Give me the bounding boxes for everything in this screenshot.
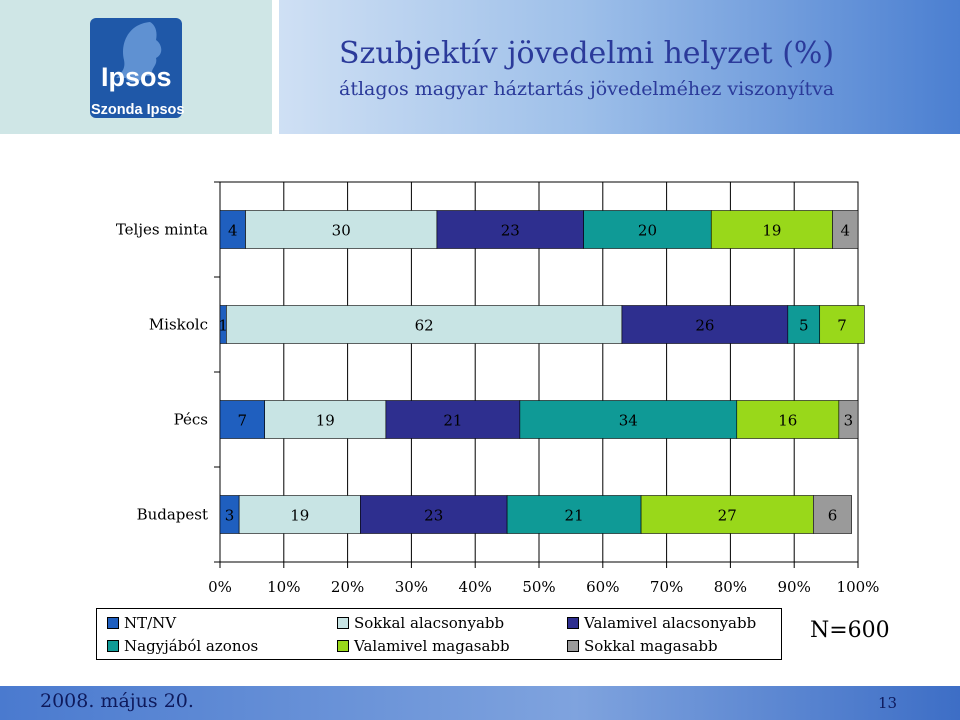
x-tick-label: 60% [586, 578, 619, 596]
y-category-label: Budapest [137, 506, 208, 524]
data-label: 19 [762, 222, 781, 240]
data-label: 34 [619, 412, 638, 430]
legend-label: Valamivel alacsonyabb [584, 614, 757, 632]
data-label: 6 [828, 507, 838, 525]
data-label: 19 [316, 412, 335, 430]
legend-item: Nagyjából azonos [107, 637, 258, 657]
logo-panel: Ipsos Szonda Ipsos [0, 0, 272, 134]
logo-face-icon [116, 22, 162, 83]
data-label: 7 [837, 317, 847, 335]
bar-segment [621, 305, 789, 344]
legend-label: NT/NV [124, 614, 177, 632]
data-label: 23 [501, 222, 520, 240]
ipsos-logo: Ipsos Szonda Ipsos [90, 18, 184, 118]
bar-segment [245, 210, 438, 249]
data-label: 20 [638, 222, 657, 240]
bar-segment [710, 210, 833, 249]
x-tick-label: 70% [650, 578, 683, 596]
bar-segment [519, 400, 738, 439]
y-category-label: Pécs [174, 411, 208, 429]
legend-swatch [567, 639, 579, 652]
legend-swatch [107, 616, 119, 629]
bar-segment [264, 400, 387, 439]
data-label: 21 [565, 507, 584, 525]
x-tick-label: 80% [714, 578, 747, 596]
logo-sub: Szonda Ipsos [91, 102, 184, 118]
data-label: 19 [290, 507, 309, 525]
bar-segment [219, 400, 265, 439]
data-label: 4 [228, 222, 238, 240]
x-tick-label: 50% [522, 578, 555, 596]
y-category-label: Teljes minta [116, 221, 208, 239]
bar-segment [838, 400, 859, 439]
legend-item: Valamivel magasabb [337, 637, 510, 657]
bar-segment [506, 495, 642, 534]
data-label: 7 [238, 412, 248, 430]
page-title: Szubjektív jövedelmi helyzet (%) [339, 36, 835, 71]
bar-segment [736, 400, 840, 439]
bar-segment [819, 305, 865, 344]
stacked-bar-chart: 0% 10% 20% 30% 40% 50% 60% 70% 80% 90% 100% Teljes … [116, 181, 880, 596]
page-number: 13 [878, 694, 898, 712]
x-tick-label: 10% [267, 578, 300, 596]
legend-label: Nagyjából azonos [124, 637, 259, 655]
data-label: 21 [443, 412, 462, 430]
legend-item: Valamivel alacsonyabb [567, 614, 756, 634]
legend-label: Valamivel magasabb [354, 637, 510, 655]
bar-segment [787, 305, 821, 344]
x-tick-label: 40% [459, 578, 492, 596]
logo-brand: Ipsos [101, 62, 172, 92]
bar-segment [583, 210, 712, 249]
footer-bar: 2008. május 20. 13 [0, 686, 960, 720]
legend-item: Sokkal alacsonyabb [337, 614, 504, 634]
data-label: 62 [415, 317, 434, 335]
data-label: 5 [799, 317, 809, 335]
data-label: 30 [332, 222, 351, 240]
page-subtitle: átlagos magyar háztartás jövedelméhez vi… [339, 78, 835, 100]
sample-size: N=600 [810, 618, 890, 643]
data-label: 23 [424, 507, 443, 525]
legend-item: NT/NV [107, 614, 176, 634]
legend-swatch [337, 616, 349, 629]
bar-segment [436, 210, 584, 249]
legend: NT/NV Sokkal alacsonyabb Valamivel alacs… [96, 608, 782, 660]
data-label: 1 [218, 317, 228, 335]
bar-segment [360, 495, 508, 534]
legend-item: Sokkal magasabb [567, 637, 718, 657]
legend-swatch [337, 639, 349, 652]
data-label: 4 [840, 222, 850, 240]
data-label: 3 [225, 507, 235, 525]
bar-segment [640, 495, 814, 534]
x-tick-label: 90% [778, 578, 811, 596]
bar-segment [385, 400, 521, 439]
legend-label: Sokkal magasabb [584, 637, 718, 655]
y-category-label: Miskolc [149, 316, 208, 334]
title-banner [279, 0, 960, 134]
data-label: 16 [778, 412, 797, 430]
legend-label: Sokkal alacsonyabb [354, 614, 505, 632]
footer-date: 2008. május 20. [40, 690, 194, 712]
x-tick-label: 30% [395, 578, 428, 596]
legend-swatch [567, 616, 579, 629]
legend-swatch [107, 639, 119, 652]
x-tick-label: 0% [208, 578, 232, 596]
bar-segment [226, 305, 623, 344]
x-tick-label: 100% [837, 578, 880, 596]
bar-segment [832, 210, 859, 249]
bar-segment [813, 495, 852, 534]
data-label: 26 [695, 317, 714, 335]
data-label: 3 [844, 412, 854, 430]
x-tick-label: 20% [331, 578, 364, 596]
data-label: 27 [718, 507, 737, 525]
